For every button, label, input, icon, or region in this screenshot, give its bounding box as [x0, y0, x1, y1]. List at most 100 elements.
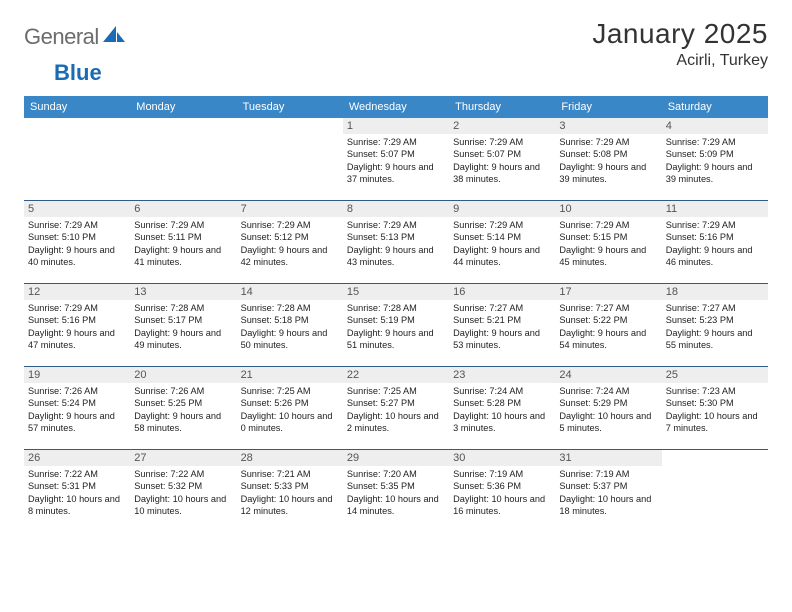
day-number: 17: [555, 284, 661, 300]
day-cell: 29 Sunrise: 7:20 AMSunset: 5:35 PMDayligh…: [343, 450, 449, 532]
daylight-text: Daylight: 9 hours and 38 minutes.: [453, 161, 551, 186]
sunrise-text: Sunrise: 7:25 AM: [347, 385, 445, 397]
day-number: 6: [130, 201, 236, 217]
daylight-text: Daylight: 10 hours and 16 minutes.: [453, 493, 551, 518]
sunrise-text: Sunrise: 7:27 AM: [559, 302, 657, 314]
sunrise-text: Sunrise: 7:25 AM: [241, 385, 339, 397]
day-sun-info: Sunrise: 7:25 AMSunset: 5:27 PMDaylight:…: [347, 385, 445, 435]
day-cell: 28Sunrise: 7:21 AMSunset: 5:33 PMDayligh…: [237, 450, 343, 532]
sunset-text: Sunset: 5:12 PM: [241, 231, 339, 243]
day-cell: 12 Sunrise: 7:29 AMSunset: 5:16 PMDayligh…: [24, 284, 130, 366]
day-sun-info: Sunrise: 7:22 AMSunset: 5:32 PMDaylight:…: [134, 468, 232, 518]
daylight-text: Daylight: 9 hours and 55 minutes.: [666, 327, 764, 352]
day-cell: [662, 450, 768, 532]
sunrise-text: Sunrise: 7:28 AM: [347, 302, 445, 314]
day-number: 4: [662, 118, 768, 134]
sunset-text: Sunset: 5:21 PM: [453, 314, 551, 326]
day-cell: 31Sunrise: 7:19 AMSunset: 5:37 PMDayligh…: [555, 450, 661, 532]
sunset-text: Sunset: 5:09 PM: [666, 148, 764, 160]
day-sun-info: Sunrise: 7:27 AMSunset: 5:22 PMDaylight:…: [559, 302, 657, 352]
day-number: 29: [343, 450, 449, 466]
sunrise-text: Sunrise: 7:29 AM: [453, 219, 551, 231]
day-number: 7: [237, 201, 343, 217]
day-sun-info: Sunrise: 7:24 AMSunset: 5:29 PMDaylight:…: [559, 385, 657, 435]
sunset-text: Sunset: 5:16 PM: [666, 231, 764, 243]
day-cell: 21Sunrise: 7:25 AMSunset: 5:26 PMDayligh…: [237, 367, 343, 449]
week-row: 12 Sunrise: 7:29 AMSunset: 5:16 PMDayligh…: [24, 284, 768, 367]
day-number: 11: [662, 201, 768, 217]
day-cell: 3Sunrise: 7:29 AMSunset: 5:08 PMDaylight…: [555, 118, 661, 200]
week-row: 19Sunrise: 7:26 AMSunset: 5:24 PMDayligh…: [24, 367, 768, 450]
sunrise-text: Sunrise: 7:26 AM: [134, 385, 232, 397]
day-cell: 16Sunrise: 7:27 AMSunset: 5:21 PMDayligh…: [449, 284, 555, 366]
day-cell: 22 Sunrise: 7:25 AMSunset: 5:27 PMDayligh…: [343, 367, 449, 449]
brand-part1: General: [24, 24, 99, 50]
sunrise-text: Sunrise: 7:29 AM: [559, 219, 657, 231]
sunrise-text: Sunrise: 7:29 AM: [666, 136, 764, 148]
day-number: 20: [130, 367, 236, 383]
day-cell: 19 Sunrise: 7:26 AMSunset: 5:24 PMDayligh…: [24, 367, 130, 449]
daylight-text: Daylight: 9 hours and 45 minutes.: [559, 244, 657, 269]
day-sun-info: Sunrise: 7:20 AMSunset: 5:35 PMDaylight:…: [347, 468, 445, 518]
sunrise-text: Sunrise: 7:21 AM: [241, 468, 339, 480]
daylight-text: Daylight: 9 hours and 58 minutes.: [134, 410, 232, 435]
sunrise-text: Sunrise: 7:27 AM: [453, 302, 551, 314]
day-sun-info: Sunrise: 7:29 AMSunset: 5:16 PMDaylight:…: [28, 302, 126, 352]
month-title: January 2025: [592, 18, 768, 50]
sunrise-text: Sunrise: 7:22 AM: [28, 468, 126, 480]
sunset-text: Sunset: 5:37 PM: [559, 480, 657, 492]
dow-sun: Sunday: [24, 96, 130, 118]
day-number: 19: [24, 367, 130, 383]
day-sun-info: Sunrise: 7:19 AMSunset: 5:36 PMDaylight:…: [453, 468, 551, 518]
daylight-text: Daylight: 9 hours and 43 minutes.: [347, 244, 445, 269]
sunset-text: Sunset: 5:08 PM: [559, 148, 657, 160]
day-sun-info: Sunrise: 7:29 AMSunset: 5:09 PMDaylight:…: [666, 136, 764, 186]
day-number: 24: [555, 367, 661, 383]
day-cell: 23Sunrise: 7:24 AMSunset: 5:28 PMDayligh…: [449, 367, 555, 449]
sunrise-text: Sunrise: 7:29 AM: [347, 219, 445, 231]
sunrise-text: Sunrise: 7:20 AM: [347, 468, 445, 480]
daylight-text: Daylight: 9 hours and 47 minutes.: [28, 327, 126, 352]
day-number: 26: [24, 450, 130, 466]
daylight-text: Daylight: 10 hours and 10 minutes.: [134, 493, 232, 518]
sunrise-text: Sunrise: 7:29 AM: [28, 302, 126, 314]
day-number: 22: [343, 367, 449, 383]
day-cell: 13Sunrise: 7:28 AMSunset: 5:17 PMDayligh…: [130, 284, 236, 366]
daylight-text: Daylight: 10 hours and 18 minutes.: [559, 493, 657, 518]
day-sun-info: Sunrise: 7:29 AMSunset: 5:12 PMDaylight:…: [241, 219, 339, 269]
sunrise-text: Sunrise: 7:29 AM: [134, 219, 232, 231]
day-cell: 20 Sunrise: 7:26 AMSunset: 5:25 PMDayligh…: [130, 367, 236, 449]
day-cell: 26Sunrise: 7:22 AMSunset: 5:31 PMDayligh…: [24, 450, 130, 532]
daylight-text: Daylight: 9 hours and 40 minutes.: [28, 244, 126, 269]
brand-part2: Blue: [54, 60, 102, 86]
day-cell: 14Sunrise: 7:28 AMSunset: 5:18 PMDayligh…: [237, 284, 343, 366]
daylight-text: Daylight: 10 hours and 2 minutes.: [347, 410, 445, 435]
day-sun-info: Sunrise: 7:26 AMSunset: 5:25 PMDaylight:…: [134, 385, 232, 435]
sunrise-text: Sunrise: 7:22 AM: [134, 468, 232, 480]
day-cell: 9Sunrise: 7:29 AMSunset: 5:14 PMDaylight…: [449, 201, 555, 283]
day-cell: 27Sunrise: 7:22 AMSunset: 5:32 PMDayligh…: [130, 450, 236, 532]
day-number: 8: [343, 201, 449, 217]
day-cell: 18Sunrise: 7:27 AMSunset: 5:23 PMDayligh…: [662, 284, 768, 366]
day-number: 10: [555, 201, 661, 217]
sunset-text: Sunset: 5:07 PM: [453, 148, 551, 160]
day-number: 21: [237, 367, 343, 383]
day-cell: 2Sunrise: 7:29 AMSunset: 5:07 PMDaylight…: [449, 118, 555, 200]
day-number: 12: [24, 284, 130, 300]
sunset-text: Sunset: 5:15 PM: [559, 231, 657, 243]
week-row: 1Sunrise: 7:29 AMSunset: 5:07 PMDaylight…: [24, 118, 768, 201]
day-cell: 25Sunrise: 7:23 AMSunset: 5:30 PMDayligh…: [662, 367, 768, 449]
day-number: 30: [449, 450, 555, 466]
sunset-text: Sunset: 5:24 PM: [28, 397, 126, 409]
daylight-text: Daylight: 10 hours and 12 minutes.: [241, 493, 339, 518]
day-cell: [237, 118, 343, 200]
daylight-text: Daylight: 10 hours and 8 minutes.: [28, 493, 126, 518]
day-sun-info: Sunrise: 7:26 AMSunset: 5:24 PMDaylight:…: [28, 385, 126, 435]
day-sun-info: Sunrise: 7:29 AMSunset: 5:14 PMDaylight:…: [453, 219, 551, 269]
sunset-text: Sunset: 5:30 PM: [666, 397, 764, 409]
day-number: 13: [130, 284, 236, 300]
dow-thu: Thursday: [449, 96, 555, 118]
day-sun-info: Sunrise: 7:29 AMSunset: 5:08 PMDaylight:…: [559, 136, 657, 186]
sunrise-text: Sunrise: 7:19 AM: [453, 468, 551, 480]
day-number: 16: [449, 284, 555, 300]
